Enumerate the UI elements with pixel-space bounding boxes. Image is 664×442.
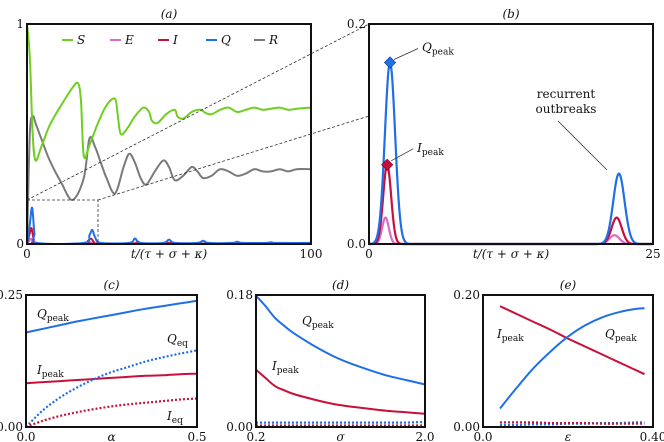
label-i-peak: Ipeak [271,359,299,376]
panel-d-xlabel: σ [336,430,345,442]
panel-b-frame [368,23,654,245]
y-tick-label: 0 [16,237,24,251]
panel-e-xlabel: ε [565,430,571,442]
recurrent-outbreaks-label: recurrent [537,87,596,101]
panel-d-title: (d) [332,278,349,292]
x-tick-label: 0.0 [473,430,492,442]
label-q-peak: Qpeak [605,327,637,344]
series-i-peak-line [255,369,426,415]
panel-a-frame [26,23,312,245]
legend-S-label: S [77,33,85,47]
panel-c: Qpeak Qeq Ipeak Ieq (c) 0.0 0.5 0.00 0.25 α [0,278,207,442]
panel-a: S E I Q R (a) 0 100 0 1 t/(τ + σ + κ) [16,7,322,261]
y-tick-label: 0.25 [0,288,23,302]
panel-b-xlabel: t/(τ + σ + κ) [473,247,550,261]
legend-R-label: R [268,33,278,47]
x-tick-label: 100 [300,247,323,261]
panel-b-bg [369,24,653,244]
legend-I-label: I [172,33,178,47]
label-q-peak: Qpeak [302,314,334,331]
zoom-connector [26,23,370,201]
y-tick-label: 0.0 [347,237,366,251]
x-tick-label: 25 [645,247,660,261]
label-i-peak: Ipeak [496,327,524,344]
series-i-eq-line [499,421,645,425]
i-peak-marker [381,158,394,171]
panel-d: Qpeak Ipeak (d) 0.2 2.0 0.00 0.18 σ [226,278,434,442]
recurrent-outbreaks-leader [557,120,608,171]
panel-e-title: (e) [560,278,577,292]
panel-e: Ipeak Qpeak (e) 0.0 0.40 0.00 0.20 ε [453,278,664,442]
i-peak-leader [390,148,414,162]
q-peak-label: Qpeak [422,41,454,58]
panel-a-xlabel: t/(τ + σ + κ) [131,247,208,261]
zoom-connector-line-bottom [97,115,370,201]
panel-d-frame [255,294,426,428]
y-tick-label: 0.00 [226,420,253,434]
zoom-connector-line-top [26,23,370,201]
q-peak-leader [393,48,419,60]
y-tick-label: 0.20 [453,288,480,302]
panel-c-xlabel: α [107,430,115,442]
inset-zoom-box [27,199,99,244]
y-tick-label: 0.00 [0,420,23,434]
recurrent-outbreaks-label: outbreaks [536,102,597,116]
y-tick-label: 0.18 [226,288,253,302]
series-i-peak-line [25,372,198,385]
x-tick-label: 0 [23,247,31,261]
panel-c-frame [25,294,198,428]
x-tick-label: 0.0 [16,430,35,442]
q-peak-marker [383,56,397,69]
y-tick-label: 0.2 [347,17,366,31]
x-tick-label: 2.0 [415,430,434,442]
series-q-peak-line [25,299,198,334]
x-tick-label: 0.2 [246,430,265,442]
label-q-eq: Qeq [167,332,188,349]
x-tick-label: 0 [365,247,373,261]
series-I-line [27,226,311,244]
label-i-eq: Ieq [166,409,183,426]
x-tick-label: 0.40 [640,430,664,442]
x-tick-label: 0.5 [187,430,206,442]
panel-e-frame [482,294,654,428]
panel-a-title: (a) [161,7,178,21]
series-i-eq-line [25,397,198,429]
legend-Q-label: Q [221,33,231,47]
label-i-peak: Ipeak [36,363,64,380]
legend-E-label: E [124,33,134,47]
y-tick-label: 1 [16,17,24,31]
series-S-line [27,24,311,162]
series-Q-line [27,206,311,244]
i-peak-label: Ipeak [416,141,444,158]
panel-c-title: (c) [103,278,119,292]
series-q-eq-line [255,420,426,424]
y-tick-label: 0.00 [453,420,480,434]
series-q-peak-line [499,307,645,410]
label-q-peak: Qpeak [37,307,69,324]
series-q-peak-line [255,295,426,386]
series-q-eq-line [25,349,198,428]
panel-b-title: (b) [502,7,519,21]
series-i-peak-line [499,305,645,376]
series-R-line [27,115,311,244]
